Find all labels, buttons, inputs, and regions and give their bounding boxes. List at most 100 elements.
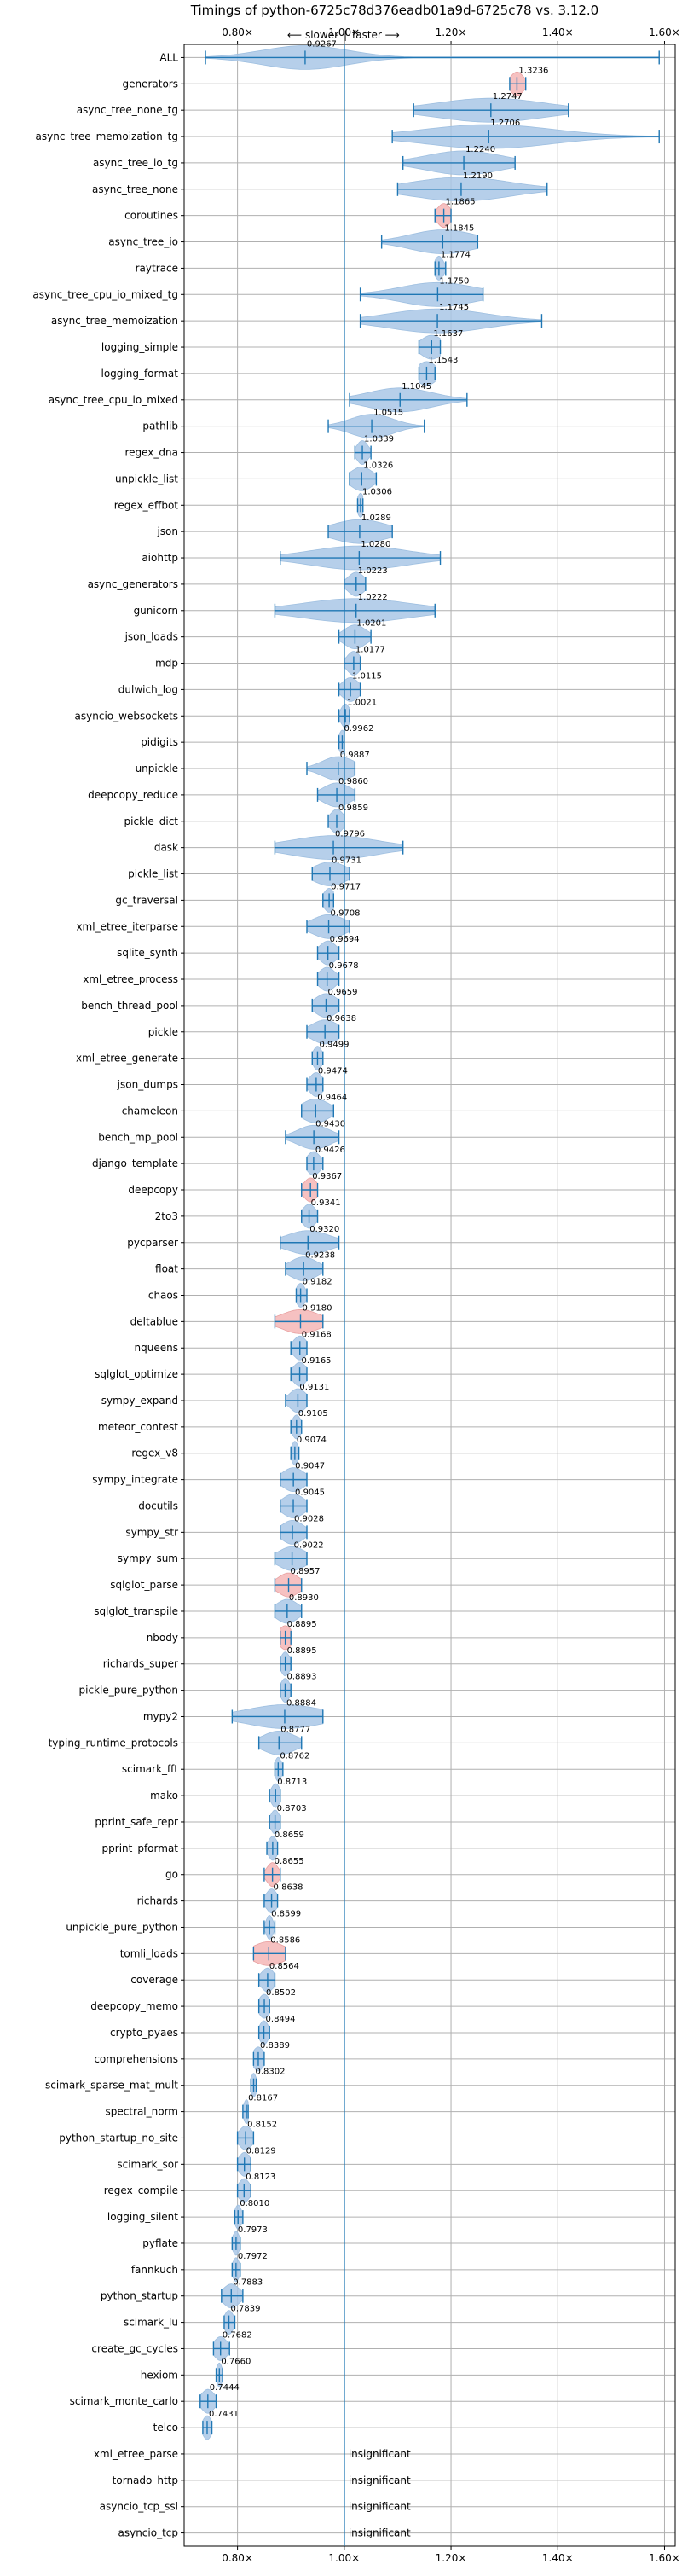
mean-value-label: 0.9638	[327, 1014, 356, 1024]
benchmark-label: async_generators	[88, 578, 178, 590]
mean-value-label: 0.9430	[315, 1119, 345, 1128]
mean-value-label: 0.9182	[303, 1278, 332, 1287]
benchmark-label: async_tree_io	[108, 236, 178, 248]
benchmark-label: asyncio_tcp	[118, 2527, 178, 2539]
benchmark-label: async_tree_none_tg	[77, 104, 178, 116]
benchmark-label: dask	[154, 842, 178, 854]
x-tick-label-top: 1.40×	[542, 26, 574, 38]
mean-value-label: 0.9717	[331, 882, 361, 891]
mean-value-label: 0.9499	[319, 1041, 349, 1050]
benchmark-label: json	[156, 525, 178, 537]
mean-value-label: 0.8302	[256, 2068, 286, 2077]
mean-value-label: 1.0289	[361, 513, 391, 523]
mean-value-label: 1.2190	[463, 171, 493, 181]
benchmark-label: scimark_sor	[117, 2158, 178, 2170]
mean-value-label: 1.1750	[439, 276, 469, 286]
benchmark-label: hexiom	[141, 2369, 178, 2381]
benchmark-label: mdp	[155, 658, 178, 670]
mean-value-label: 0.9659	[327, 988, 357, 997]
benchmark-label: telco	[153, 2422, 178, 2434]
chart-title: Timings of python-6725c78d376eadb01a9d-6…	[190, 3, 598, 18]
mean-value-label: 1.0177	[355, 646, 385, 655]
mean-value-label: 0.7839	[231, 2305, 261, 2314]
benchmark-label: float	[155, 1263, 178, 1275]
benchmark-label: deepcopy_reduce	[88, 789, 178, 801]
mean-value-label: 1.1845	[444, 224, 474, 234]
mean-value-label: 1.2706	[490, 119, 520, 128]
mean-value-label: 0.9694	[330, 935, 360, 944]
benchmark-label: async_tree_io_tg	[93, 157, 178, 169]
benchmark-label: coroutines	[124, 210, 178, 222]
mean-value-label: 0.8599	[271, 1910, 301, 1919]
mean-value-label: 0.8586	[270, 1935, 300, 1945]
mean-value-label: 0.9796	[335, 830, 365, 839]
mean-value-label: 0.9105	[298, 1409, 328, 1419]
mean-value-label: 1.0223	[358, 566, 388, 576]
benchmark-label: regex_compile	[104, 2184, 178, 2196]
mean-value-label: 0.9860	[338, 777, 368, 786]
benchmark-label: bench_thread_pool	[81, 1000, 178, 1012]
mean-value-label: 0.8167	[248, 2094, 278, 2103]
x-tick-label-bottom: 1.20×	[436, 2552, 467, 2564]
mean-value-label: 0.7972	[238, 2252, 268, 2261]
mean-value-label: 1.1745	[439, 303, 469, 312]
axis-layer: 0.80× 0.80× 1.00× 1.00× 1.20× 1.20× 1.40× 1.40×…	[32, 26, 679, 2564]
benchmark-label: sqlglot_parse	[110, 1579, 178, 1591]
mean-value-label: 0.8152	[247, 2120, 277, 2129]
mean-value-label: 0.8895	[287, 1620, 317, 1629]
mean-value-label: 1.0306	[362, 487, 392, 496]
mean-value-label: 1.0021	[347, 698, 377, 707]
x-tick-label-bottom: 0.80×	[222, 2552, 253, 2564]
benchmark-label: sqlite_synth	[117, 947, 178, 959]
x-tick-label-top: 1.60×	[649, 26, 680, 38]
mean-value-label: 0.9267	[307, 39, 337, 49]
x-tick-label-bottom: 1.40×	[542, 2552, 574, 2564]
benchmark-label: sympy_str	[125, 1526, 178, 1538]
benchmark-label: deepcopy	[128, 1184, 178, 1196]
benchmark-label: sympy_sum	[118, 1552, 178, 1564]
benchmark-label: chaos	[148, 1290, 178, 1302]
label-layer: 0.9267 1.3236 1.2747 1.2706 1.2240 1.2190 1.18…	[209, 39, 548, 2538]
mean-value-label: 0.7431	[209, 2410, 239, 2419]
benchmark-label: sqlglot_transpile	[94, 1605, 178, 1617]
benchmark-label: sympy_integrate	[92, 1474, 178, 1486]
mean-value-label: 0.9464	[317, 1093, 347, 1102]
mean-value-label: 0.8777	[280, 1725, 310, 1734]
mean-value-label: 1.0115	[352, 671, 382, 681]
benchmark-label: create_gc_cycles	[91, 2342, 178, 2354]
mean-value-label: 1.0280	[361, 540, 390, 549]
mean-value-label: 0.9168	[302, 1330, 332, 1339]
benchmark-label: sympy_expand	[101, 1395, 178, 1407]
mean-value-label: 0.8893	[287, 1673, 317, 1682]
mean-value-label: 0.9028	[294, 1514, 324, 1523]
insignificant-label: insignificant	[349, 2501, 411, 2513]
benchmark-label: deepcopy_memo	[90, 2000, 178, 2012]
mean-value-label: 0.8659	[275, 1830, 304, 1840]
mean-value-label: 1.2747	[493, 92, 523, 102]
benchmark-label: logging_simple	[101, 341, 178, 353]
mean-value-label: 0.8389	[260, 2041, 290, 2051]
benchmark-label: mako	[150, 1790, 178, 1801]
mean-value-label: 0.8123	[246, 2173, 275, 2182]
direction-separator: |	[344, 29, 347, 41]
benchmark-label: scimark_lu	[124, 2317, 178, 2329]
x-tick-label-bottom: 1.60×	[649, 2552, 680, 2564]
mean-value-label: 0.8010	[240, 2199, 269, 2208]
mean-value-label: 1.0326	[363, 461, 393, 470]
benchmark-label: async_tree_cpu_io_mixed_tg	[32, 288, 178, 300]
mean-value-label: 0.9165	[302, 1356, 332, 1366]
benchmark-label: json_dumps	[117, 1079, 178, 1091]
mean-value-label: 1.3236	[518, 66, 548, 75]
benchmark-label: tomli_loads	[120, 1947, 178, 1959]
mean-value-label: 1.1045	[402, 382, 431, 392]
benchmark-label: python_startup	[101, 2290, 178, 2302]
violin-layer	[199, 45, 660, 2440]
mean-value-label: 0.9180	[302, 1303, 332, 1313]
benchmark-label: scimark_sparse_mat_mult	[45, 2080, 178, 2092]
benchmark-label: richards_super	[103, 1658, 178, 1670]
mean-value-label: 0.9367	[312, 1172, 342, 1181]
benchmark-label: pickle_pure_python	[79, 1685, 178, 1697]
mean-value-label: 1.1774	[441, 250, 471, 259]
mean-value-label: 0.9341	[311, 1198, 341, 1208]
